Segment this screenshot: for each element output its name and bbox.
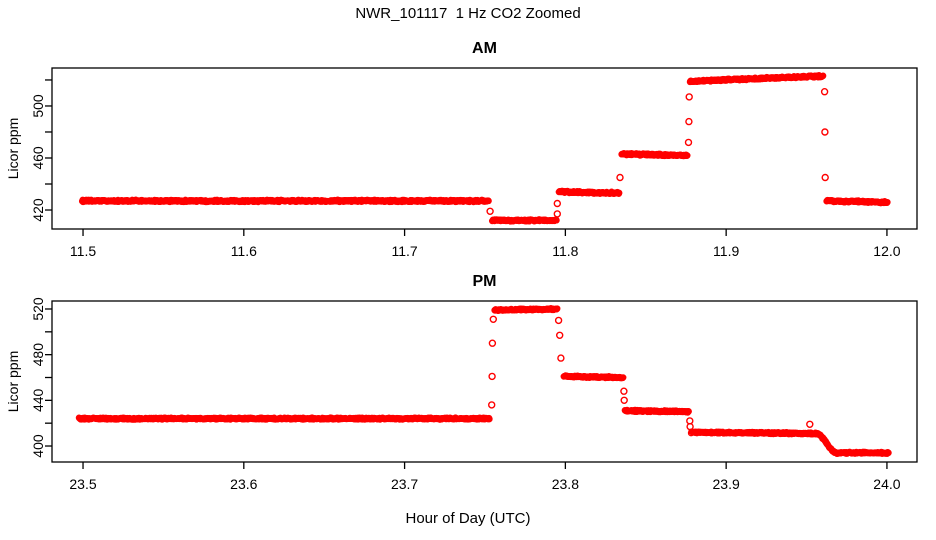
data-point: [619, 374, 627, 381]
y-tick-label: 420: [30, 198, 46, 222]
data-point: [819, 72, 827, 80]
transition-point: [488, 339, 497, 347]
transition-point: [554, 316, 563, 325]
data-point: [615, 189, 623, 197]
y-tick-label: 480: [30, 343, 46, 367]
data-point: [684, 152, 691, 159]
x-tick-label: 11.5: [70, 243, 96, 259]
x-tick-label: 23.6: [230, 476, 257, 492]
y-tick-label: 520: [30, 297, 46, 321]
data-point: [884, 198, 891, 206]
y-axis-title-pm: Licor ppm: [5, 351, 21, 412]
am-panel-border: [51, 67, 918, 230]
transition-point: [686, 422, 694, 431]
y-tick-label: 400: [30, 434, 46, 458]
transition-point: [557, 354, 565, 362]
transition-point: [620, 396, 628, 404]
y-tick-label: 500: [30, 94, 46, 118]
x-tick-label: 23.8: [552, 476, 579, 492]
transition-point: [553, 199, 561, 208]
transition-point: [684, 138, 693, 147]
transition-point: [488, 401, 496, 409]
x-tick-label: 11.8: [552, 243, 578, 259]
x-tick-label: 24.0: [873, 476, 900, 492]
x-tick-label: 11.6: [231, 243, 257, 259]
x-tick-label: 23.5: [69, 476, 96, 492]
x-tick-label: 11.9: [713, 243, 739, 259]
transition-point: [820, 87, 829, 96]
panel-title-pm: PM: [473, 273, 497, 290]
transition-point: [685, 117, 693, 126]
transition-point: [553, 210, 561, 218]
transition-point: [685, 93, 693, 101]
figure-title: NWR_101117 1 Hz CO2 Zoomed: [355, 5, 581, 22]
transition-point: [620, 387, 628, 395]
transition-point: [821, 173, 829, 182]
transition-point: [556, 331, 564, 339]
data-point: [553, 305, 561, 312]
y-tick-label: 460: [30, 146, 46, 170]
data-point: [553, 217, 560, 224]
x-tick-label: 12.0: [873, 243, 900, 259]
transition-point: [486, 207, 494, 216]
x-axis-title: Hour of Day (UTC): [405, 510, 531, 527]
transition-point: [616, 173, 624, 182]
transition-point: [489, 315, 497, 323]
pm-panel-border: [51, 300, 918, 463]
data-point: [486, 415, 493, 423]
transition-point: [488, 372, 496, 381]
data-point: [485, 197, 492, 205]
transition-point: [806, 420, 814, 428]
x-tick-label: 23.7: [391, 476, 418, 492]
data-point: [885, 449, 892, 457]
x-tick-label: 23.9: [713, 476, 740, 492]
y-axis-title-am: Licor ppm: [5, 118, 21, 179]
y-tick-label: 440: [30, 388, 46, 412]
data-point: [685, 408, 692, 415]
transition-point: [821, 128, 829, 136]
panel-title-am: AM: [472, 40, 497, 57]
x-tick-label: 11.7: [391, 243, 417, 259]
